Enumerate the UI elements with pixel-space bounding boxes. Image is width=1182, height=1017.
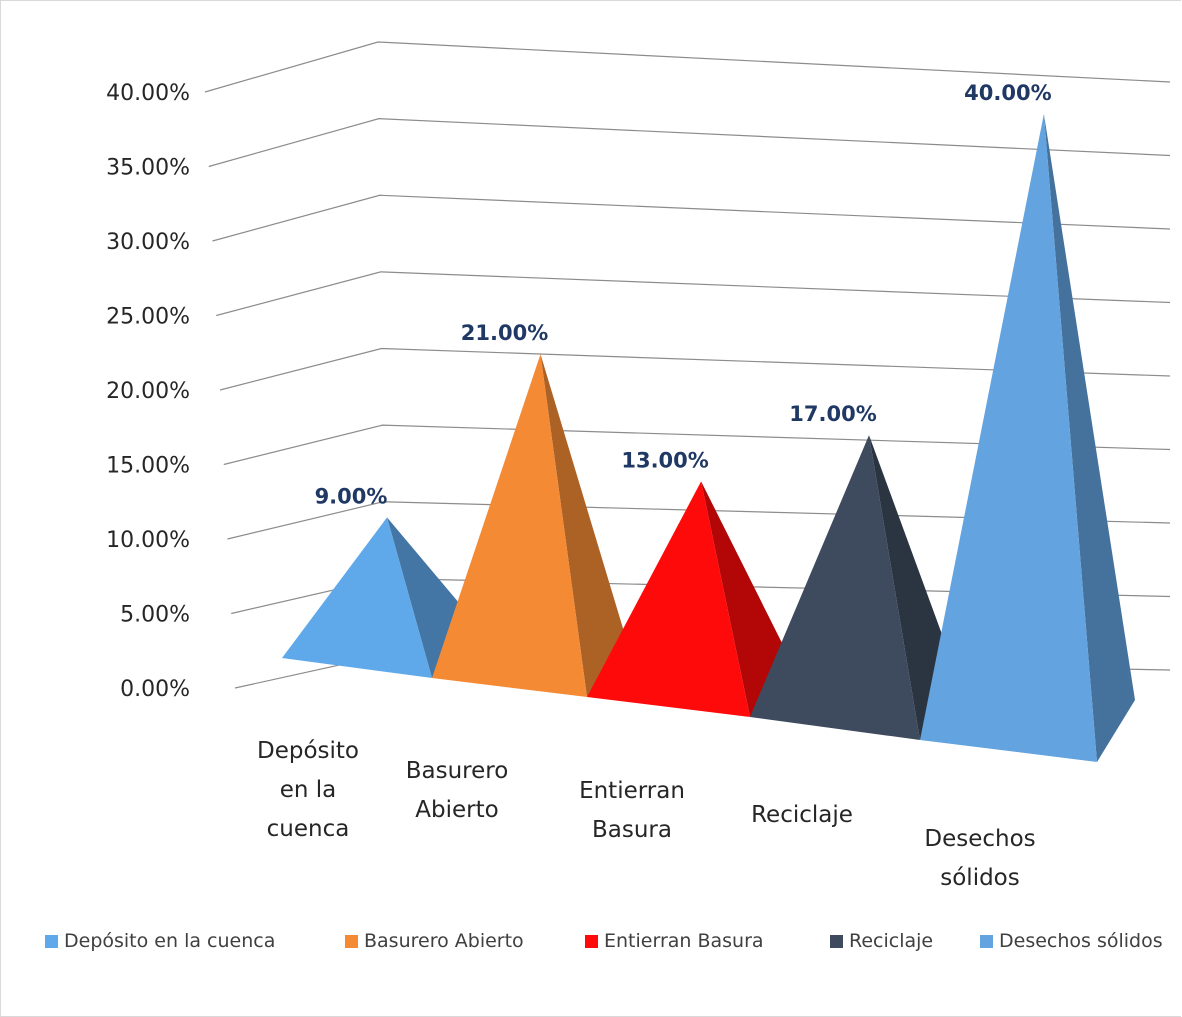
- grid-line: [216, 271, 1171, 317]
- grid-line: [204, 41, 1171, 93]
- grid-line: [223, 424, 1171, 466]
- grid-line: [219, 347, 1171, 391]
- y-tick-label: 20.00%: [106, 379, 190, 404]
- legend-label: Desechos sólidos: [999, 930, 1163, 952]
- legend-item: Entierran Basura: [585, 930, 764, 952]
- legend-swatch: [345, 934, 358, 948]
- data-label: 13.00%: [621, 448, 708, 472]
- pyramid-front: [282, 517, 432, 678]
- x-tick-label: Desechos sólidos: [924, 826, 1036, 891]
- y-tick-label: 15.00%: [106, 454, 190, 479]
- x-tick-label: Depósito en la cuenca: [257, 737, 359, 842]
- pyramid-front: [432, 354, 587, 697]
- pyramid-front: [920, 113, 1097, 762]
- y-tick-label: 35.00%: [106, 156, 190, 181]
- legend-swatch: [980, 934, 993, 948]
- legend-swatch: [830, 934, 843, 948]
- grid-line: [208, 118, 1171, 168]
- y-tick-label: 25.00%: [106, 305, 190, 330]
- legend-label: Basurero Abierto: [364, 930, 524, 952]
- pyramid-side: [540, 354, 625, 697]
- data-label: 40.00%: [964, 81, 1051, 105]
- grid-line: [227, 501, 1171, 540]
- pyramid-front: [587, 481, 750, 717]
- legend-swatch: [45, 934, 58, 948]
- data-label: 21.00%: [461, 321, 548, 345]
- legend-label: Reciclaje: [849, 930, 934, 952]
- y-tick-label: 0.00%: [120, 677, 190, 702]
- y-tick-label: 10.00%: [106, 528, 190, 553]
- y-tick-label: 40.00%: [106, 81, 190, 106]
- legend-swatch: [585, 934, 598, 948]
- grid-line: [212, 194, 1171, 242]
- pyramid-side: [1043, 113, 1135, 762]
- legend-item: Reciclaje: [830, 930, 933, 952]
- pyramid-front: [750, 435, 920, 740]
- legend-item: Desechos sólidos: [980, 930, 1163, 952]
- legend-label: Entierran Basura: [604, 930, 764, 952]
- x-tick-label: Entierran Basura: [579, 778, 685, 843]
- legend-label: Depósito en la cuenca: [64, 930, 276, 952]
- data-label: 17.00%: [789, 402, 876, 426]
- legend-item: Depósito en la cuenca: [45, 930, 275, 952]
- legend-item: Basurero Abierto: [345, 930, 524, 952]
- pyramid-side: [701, 481, 788, 717]
- data-label: 9.00%: [315, 484, 388, 508]
- x-tick-label: Basurero Abierto: [405, 758, 509, 823]
- x-tick-label: Reciclaje: [751, 801, 853, 828]
- y-tick-label: 30.00%: [106, 230, 190, 255]
- y-tick-label: 5.00%: [120, 603, 190, 628]
